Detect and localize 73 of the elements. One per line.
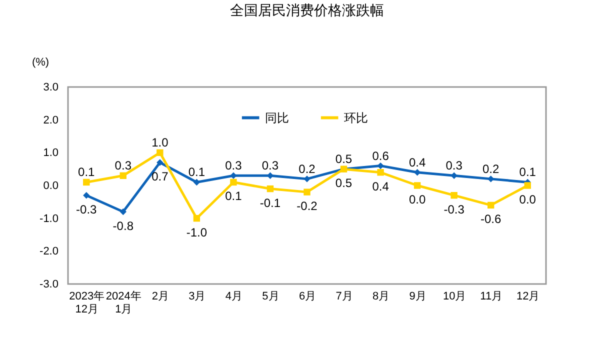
x-tick-label: 5月: [262, 290, 280, 302]
x-tick-label: 2月: [152, 290, 169, 302]
data-label: 1.0: [152, 136, 169, 150]
data-label: 0.4: [408, 155, 426, 170]
point: [120, 208, 127, 216]
point: [487, 202, 494, 209]
data-label: 0.3: [225, 158, 242, 173]
x-tick-label: 12月: [516, 290, 540, 302]
x-tick-label: 6月: [298, 290, 316, 302]
point: [487, 176, 494, 182]
point: [193, 178, 200, 186]
legend-label: 同比: [265, 110, 290, 125]
y-tick-label: 1.0: [43, 147, 58, 160]
legend-label: 环比: [344, 110, 368, 125]
data-label: 0.1: [225, 189, 242, 204]
data-label: -0.2: [296, 199, 318, 214]
point: [83, 192, 90, 199]
point: [414, 182, 421, 189]
point: [377, 162, 384, 170]
point: [266, 172, 274, 180]
point: [304, 188, 310, 196]
data-label: 0.3: [114, 158, 132, 173]
data-label: 0.1: [188, 165, 206, 180]
data-label: 0.1: [78, 165, 96, 180]
y-tick-label: 0.0: [43, 180, 58, 192]
data-label: 0.5: [335, 176, 352, 190]
y-tick-label: 3.0: [43, 82, 58, 94]
x-tick-label: 10月: [442, 290, 466, 302]
y-tick-label: -1.0: [40, 212, 58, 225]
y-axis-title: (%): [32, 56, 50, 68]
point: [414, 169, 421, 176]
point: [83, 178, 90, 186]
x-tick-label: 2023年12月: [69, 290, 105, 316]
x-tick-label: 7月: [336, 290, 353, 302]
point: [156, 159, 164, 166]
x-tick-label: 3月: [188, 290, 206, 302]
data-label: 0.3: [262, 158, 279, 173]
data-label: 0.2: [482, 162, 500, 176]
data-label: -0.3: [76, 202, 98, 216]
data-label: 0.0: [408, 192, 426, 206]
y-tick-label: -3.0: [40, 278, 58, 290]
chart-title: 全国居民消费价格涨跌幅: [230, 2, 384, 18]
y-tick-label: 2.0: [43, 114, 58, 126]
point: [450, 192, 458, 199]
x-tick-label: 11月: [480, 290, 503, 302]
data-label: 0.1: [519, 165, 536, 180]
data-label: 0.0: [519, 192, 536, 206]
point: [193, 214, 200, 222]
point: [120, 172, 127, 180]
point: [230, 178, 237, 186]
point: [524, 182, 531, 189]
x-tick-label: 8月: [372, 290, 390, 302]
point: [304, 176, 310, 182]
data-label: 0.3: [446, 158, 463, 173]
data-label: 0.5: [335, 152, 352, 166]
data-label: 0.4: [372, 179, 390, 194]
data-label: -0.3: [444, 202, 465, 216]
point: [230, 172, 237, 180]
point: [450, 172, 458, 180]
data-label: 0.6: [372, 148, 390, 163]
x-tick-label: 4月: [225, 290, 243, 302]
x-tick-label: 2024年1月: [106, 290, 142, 316]
data-label: 0.2: [298, 162, 316, 176]
data-label: -0.8: [112, 218, 134, 233]
point: [266, 185, 274, 192]
data-label: -0.1: [260, 196, 281, 210]
data-label: -1.0: [186, 225, 208, 240]
point: [377, 169, 384, 176]
y-tick-label: -2.0: [40, 246, 58, 258]
x-tick-label: 9月: [409, 290, 426, 302]
point: [156, 149, 164, 156]
data-label: 0.7: [152, 170, 169, 184]
data-label: -0.6: [480, 212, 502, 226]
